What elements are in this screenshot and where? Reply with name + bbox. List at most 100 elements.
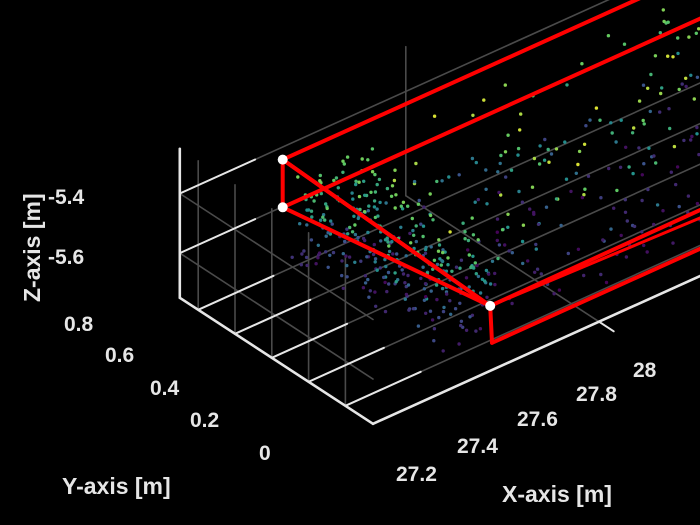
data-point (594, 106, 599, 110)
data-point (526, 259, 530, 263)
bounding-box-edge (490, 246, 700, 345)
floor-grid-line (234, 122, 700, 335)
data-point (366, 230, 370, 235)
data-point (500, 228, 505, 232)
data-point (584, 124, 588, 128)
data-point (449, 312, 453, 316)
data-point (442, 305, 446, 310)
data-point (632, 126, 636, 130)
data-point (446, 256, 450, 260)
data-point (619, 118, 623, 122)
data-point (467, 285, 471, 289)
data-point (507, 249, 511, 253)
data-point (348, 225, 352, 230)
data-point (459, 323, 463, 328)
data-point (484, 168, 488, 172)
data-point (296, 175, 300, 179)
data-point (317, 251, 322, 255)
data-point (421, 234, 425, 239)
data-point (341, 159, 345, 163)
back-wall-grid-line (179, 0, 610, 195)
data-point (384, 201, 388, 205)
data-point (586, 174, 591, 178)
data-point (647, 146, 651, 150)
data-point (682, 138, 686, 143)
data-point (692, 97, 696, 101)
data-point (684, 76, 688, 81)
data-point (480, 277, 485, 281)
data-point (370, 147, 375, 151)
data-point (457, 173, 461, 177)
data-point (343, 239, 347, 244)
floor-grid-line (307, 204, 700, 383)
data-point (441, 250, 445, 255)
data-point (546, 147, 550, 152)
data-point (520, 200, 525, 204)
data-point (510, 301, 514, 306)
data-point (385, 289, 389, 294)
data-point (687, 35, 691, 39)
data-point (385, 186, 390, 191)
data-point (309, 209, 314, 213)
data-point (401, 272, 406, 276)
data-point (369, 190, 373, 194)
data-point (432, 339, 436, 343)
data-point (588, 118, 592, 122)
data-point (557, 288, 562, 292)
data-point (582, 193, 586, 197)
data-point (498, 161, 502, 166)
data-point (324, 250, 328, 254)
data-point (641, 118, 645, 123)
data-point (658, 110, 662, 114)
data-point (672, 144, 677, 149)
data-point (648, 109, 652, 114)
data-point (345, 275, 349, 279)
data-point (434, 283, 439, 287)
data-point (345, 227, 349, 231)
data-point (384, 264, 388, 269)
data-point (503, 243, 507, 247)
data-point (497, 190, 501, 195)
data-point (637, 146, 641, 150)
data-point (503, 150, 508, 154)
data-point (373, 172, 377, 177)
data-point (487, 272, 491, 276)
data-point (341, 252, 345, 256)
data-point (506, 133, 510, 137)
data-point (697, 152, 700, 157)
data-point (424, 295, 428, 299)
data-point (363, 238, 367, 243)
data-point (463, 237, 467, 241)
data-point (576, 162, 580, 167)
data-point (393, 168, 397, 172)
data-point (353, 232, 358, 237)
data-point (518, 128, 522, 132)
data-point (346, 232, 350, 236)
data-point (476, 197, 480, 202)
data-point (658, 31, 662, 35)
data-point (421, 265, 425, 269)
data-point (332, 178, 336, 183)
y-tick-label: 0.2 (190, 409, 219, 432)
data-point (391, 252, 395, 256)
data-point (655, 203, 660, 207)
data-point (458, 301, 462, 305)
data-point (485, 295, 489, 299)
bounding-box-vertex (485, 300, 496, 311)
data-point (464, 328, 469, 332)
data-point (441, 309, 446, 314)
data-point (641, 83, 646, 87)
data-point (324, 234, 328, 238)
data-point (401, 200, 406, 204)
data-point (653, 54, 658, 58)
data-point (383, 309, 388, 314)
data-point (618, 165, 623, 169)
data-point (496, 256, 500, 261)
bounding-box-edge (280, 205, 493, 308)
data-point (604, 280, 609, 285)
data-point (478, 291, 483, 295)
data-point (440, 259, 445, 264)
y-tick-mark (344, 370, 422, 407)
data-point (298, 222, 302, 226)
data-point (625, 219, 629, 223)
